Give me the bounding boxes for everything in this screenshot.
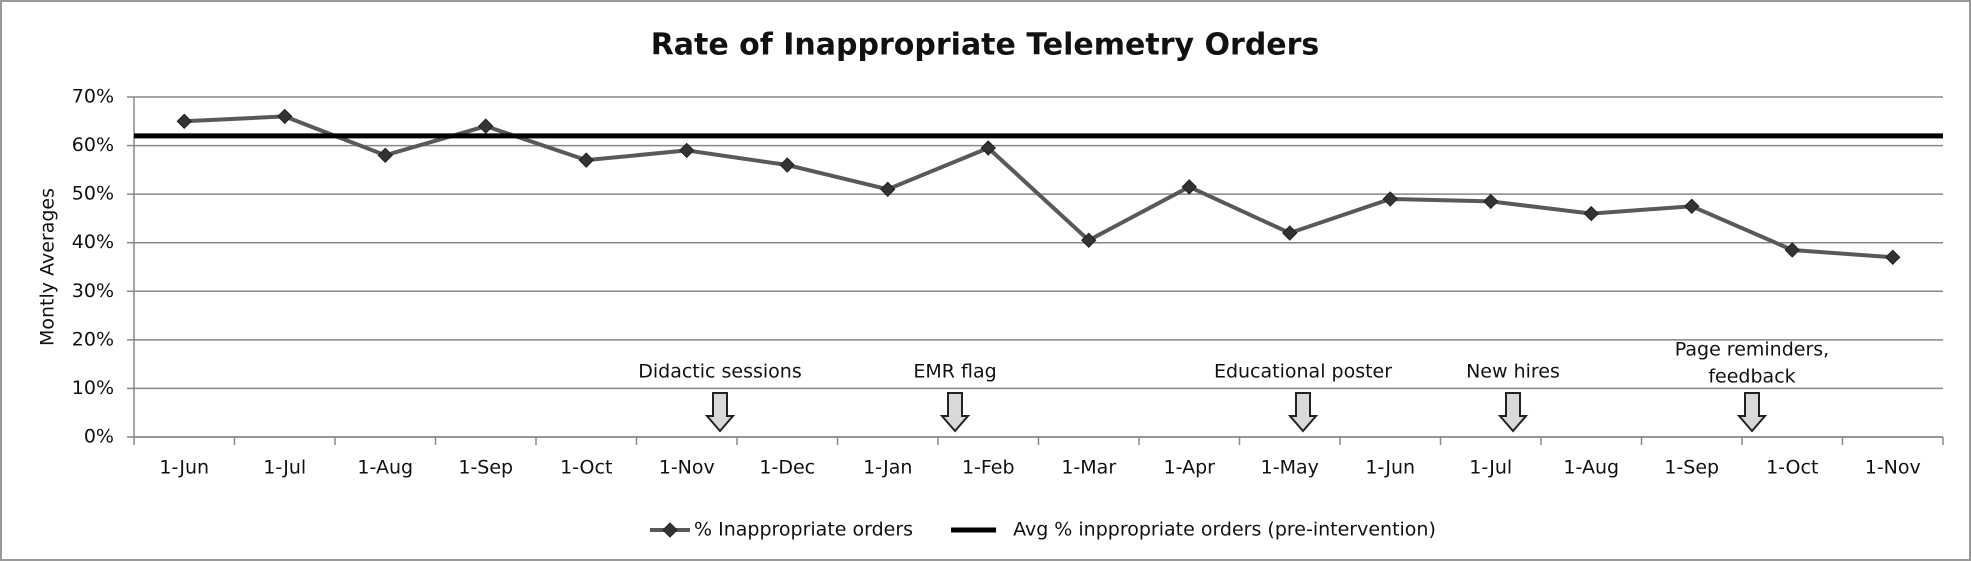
data-point [980, 140, 996, 156]
y-tick-label: 60% [72, 134, 114, 156]
y-tick-label: 40% [72, 231, 114, 253]
data-point [176, 113, 192, 129]
x-tick-label: 1-Aug [1563, 457, 1619, 479]
chart-title: Rate of Inappropriate Telemetry Orders [651, 28, 1320, 63]
x-tick-label: 1-Sep [1664, 457, 1719, 479]
data-point [1583, 205, 1599, 222]
data-point [1885, 249, 1901, 265]
legend-marker [662, 522, 678, 538]
annotation: Page reminders, [1675, 339, 1829, 361]
x-tick-label: 1-Dec [759, 457, 815, 479]
annotation: EMR flag [913, 361, 996, 383]
annotation: New hires [1466, 361, 1560, 383]
x-tick-label: 1-Aug [357, 457, 413, 479]
x-tick-label: 1-Jul [1469, 457, 1512, 479]
data-point [1181, 179, 1197, 195]
x-tick-label: 1-Oct [560, 457, 612, 479]
y-tick-label: 0% [84, 426, 114, 448]
data-point [1081, 232, 1097, 248]
data-point [1784, 242, 1800, 258]
x-tick-label: 1-Jun [1365, 457, 1415, 479]
annotation: Didactic sessions [638, 361, 802, 383]
y-tick-label: 20% [72, 328, 114, 350]
legend-label: % Inappropriate orders [694, 519, 913, 541]
y-tick-label: 50% [72, 183, 114, 205]
data-point [1382, 191, 1398, 207]
data-point [277, 108, 293, 125]
data-point [478, 118, 494, 134]
y-tick-label: 10% [72, 377, 114, 399]
annotation-arrow [704, 392, 736, 433]
x-tick-label: 1-Mar [1061, 457, 1116, 479]
x-tick-label: 1-Feb [962, 457, 1015, 479]
data-point [679, 142, 695, 159]
data-point [578, 152, 594, 168]
x-tick-label: 1-Oct [1766, 457, 1818, 479]
data-point [1483, 193, 1499, 210]
data-point [1684, 198, 1700, 214]
x-tick-label: 1-Nov [1865, 457, 1921, 479]
data-point [880, 181, 896, 197]
x-tick-label: 1-Jan [863, 457, 912, 479]
legend-label: Avg % inppropriate orders (pre-intervent… [1013, 519, 1436, 541]
annotation: Educational poster [1214, 361, 1392, 383]
y-tick-label: 70% [72, 86, 114, 108]
data-point [779, 157, 795, 173]
y-axis-label: Montly Averages [37, 188, 59, 346]
annotation-arrow [1736, 392, 1768, 433]
data-line [184, 114, 1893, 260]
x-tick-label: 1-Sep [458, 457, 513, 479]
data-point [1282, 225, 1298, 241]
annotation-arrow [1497, 392, 1529, 433]
x-tick-label: 1-Jun [159, 457, 209, 479]
data-point [377, 147, 393, 163]
x-tick-label: 1-May [1261, 457, 1319, 479]
x-tick-label: 1-Apr [1164, 457, 1216, 479]
annotation: feedback [1708, 366, 1795, 388]
x-tick-label: 1-Jul [263, 457, 306, 479]
annotation-arrow [1287, 392, 1319, 433]
y-tick-label: 30% [72, 280, 114, 302]
annotation-arrow [939, 392, 971, 433]
x-tick-label: 1-Nov [659, 457, 715, 479]
